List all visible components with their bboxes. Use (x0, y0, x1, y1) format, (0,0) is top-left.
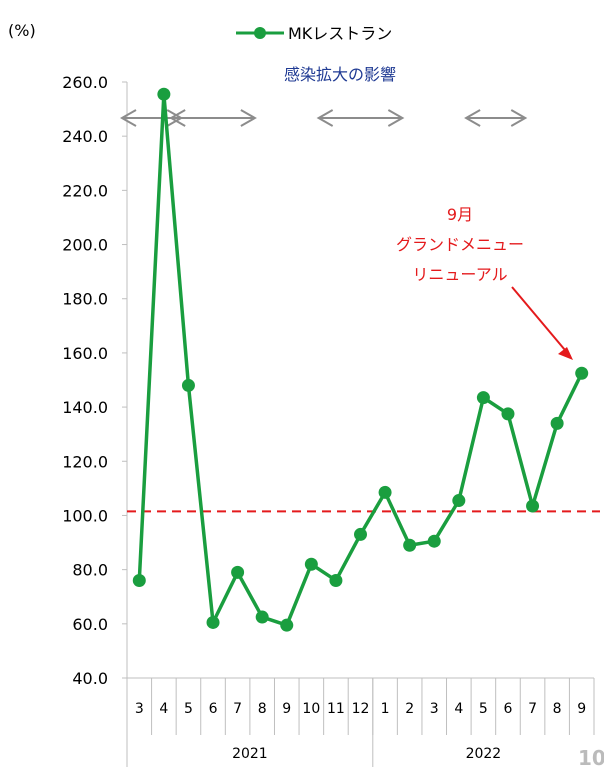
y-tick-label: 40.0 (72, 669, 108, 688)
y-tick-label: 200.0 (62, 236, 108, 255)
data-point (476, 391, 490, 405)
y-tick-label: 80.0 (72, 561, 108, 580)
renewal-arrow (511, 286, 571, 357)
impact-label: 感染拡大の影響 (284, 65, 396, 84)
y-tick-label: 120.0 (62, 452, 108, 471)
y-tick-label: 180.0 (62, 290, 108, 309)
x-tick-label: 6 (504, 701, 513, 717)
data-point (304, 557, 318, 571)
impact-range-arrow (169, 109, 257, 127)
data-point (501, 407, 515, 421)
x-tick-label: 8 (258, 701, 267, 717)
x-tick-label: 9 (577, 701, 586, 717)
x-tick-label: 12 (352, 701, 370, 717)
x-tick-label: 5 (184, 701, 193, 717)
y-tick-label: 160.0 (62, 344, 108, 363)
data-point (427, 534, 441, 548)
impact-range-arrow (316, 109, 405, 127)
page-number: 10 (578, 746, 604, 767)
x-tick-label: 5 (479, 701, 488, 717)
data-point (181, 378, 195, 392)
data-point (157, 87, 171, 101)
x-tick-label: 9 (282, 701, 291, 717)
x-tick-label: 7 (233, 701, 242, 717)
data-point (280, 618, 294, 632)
data-point (354, 527, 367, 541)
year-label: 2021 (232, 746, 268, 762)
renewal-note-line-1: 9月 (447, 205, 473, 224)
data-point (403, 538, 417, 552)
y-tick-label: 240.0 (62, 127, 108, 146)
x-tick-label: 3 (430, 701, 439, 717)
series-mk-restaurant (132, 87, 589, 632)
x-tick-label: 4 (159, 701, 168, 717)
data-point (550, 416, 564, 430)
y-tick-label: 260.0 (62, 73, 108, 92)
x-tick-label: 10 (302, 701, 320, 717)
data-point (206, 615, 220, 629)
y-tick-label: 100.0 (62, 506, 108, 525)
data-point (378, 485, 392, 499)
impact-range-arrow (464, 109, 528, 127)
x-tick-label: 11 (327, 701, 345, 717)
y-tick-label: 140.0 (62, 398, 108, 417)
data-point (526, 499, 540, 513)
y-axis-ticks: 40.0 60.0 80.0 100.0 120.0 140.0 160.0 180.0 200… (62, 73, 127, 688)
renewal-note-line-3: リニューアル (412, 265, 507, 284)
legend-marker (254, 27, 266, 39)
x-tick-label: 6 (209, 701, 218, 717)
axes (126, 82, 595, 767)
data-point (575, 366, 589, 380)
data-point (255, 610, 269, 624)
impact-arrows (119, 109, 528, 127)
x-tick-label: 7 (528, 701, 537, 717)
legend-label: MKレストラン (288, 24, 392, 43)
x-tick-label: 2 (405, 701, 414, 717)
y-axis-unit: (%) (8, 21, 36, 40)
year-label: 2022 (466, 746, 502, 762)
y-tick-label: 220.0 (62, 181, 108, 200)
data-point (329, 573, 343, 587)
data-point (452, 494, 466, 508)
x-tick-label: 3 (135, 701, 144, 717)
renewal-arrowhead (558, 347, 573, 360)
data-point (132, 573, 146, 587)
y-tick-label: 60.0 (72, 615, 108, 634)
renewal-note-line-2: グランドメニュー (396, 235, 524, 254)
series-line (137, 92, 584, 627)
x-tick-label: 8 (553, 701, 562, 717)
legend: MKレストラン (236, 24, 392, 43)
x-tick-label: 4 (454, 701, 463, 717)
x-axis-years: 2021 2022 (232, 746, 501, 762)
x-axis-categories: 3 4 5 6 7 8 9 10 11 12 1 2 3 4 5 6 7 8 9 (135, 701, 586, 717)
data-point (231, 565, 245, 579)
renewal-annotation: 9月 グランドメニュー リニューアル (396, 205, 573, 360)
x-tick-label: 1 (381, 701, 390, 717)
